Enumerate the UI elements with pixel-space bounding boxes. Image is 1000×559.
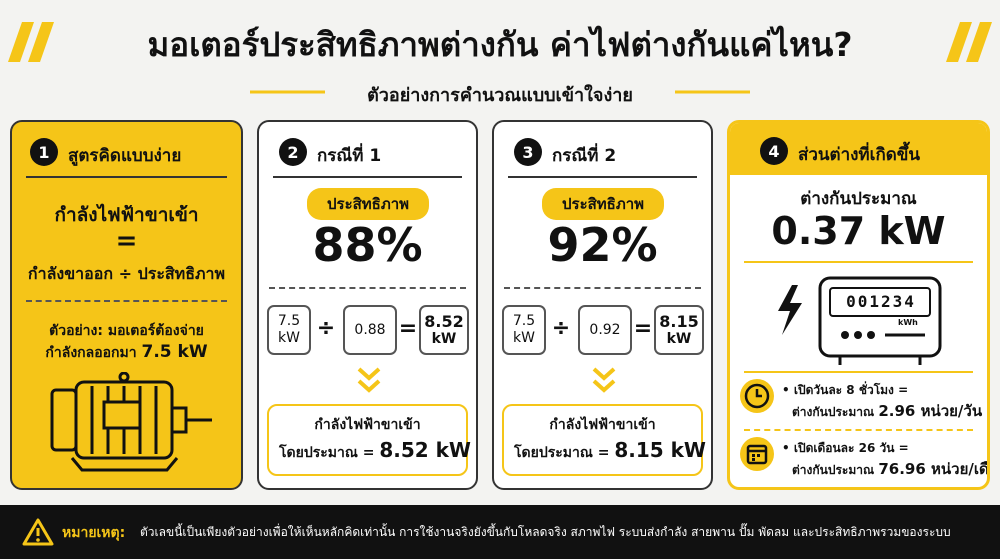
divider [269, 287, 466, 289]
divider [273, 176, 462, 178]
card-difference: 4 ส่วนต่างที่เกิดขึ้น ต่างกันประมาณ 0.37… [727, 120, 990, 490]
input: 8.52 [424, 312, 464, 331]
example-text: กำลังกลออกมา 7.5 kW [12, 342, 241, 364]
result-value: 8.52 kW [379, 438, 471, 462]
card-title: สูตรคิดแบบง่าย [68, 146, 182, 166]
meter-icon [778, 276, 942, 365]
divider [26, 176, 227, 178]
warning-icon [22, 518, 54, 546]
difference-value: 0.37 kW [771, 209, 946, 253]
card-title: กรณีที่ 1 [317, 146, 382, 166]
result-line: โดยประมาณ = 8.15 kW [514, 438, 706, 464]
step-number: 4 [760, 137, 788, 165]
motor-icon [50, 372, 212, 472]
item-value: 2.96 หน่วย/วัน [878, 402, 983, 420]
divider [504, 287, 701, 289]
operator: ÷ [551, 316, 571, 341]
calc-box: 0.92 [578, 305, 632, 355]
calc-box: 7.5 kW [267, 305, 311, 355]
card-title: กรณีที่ 2 [552, 146, 617, 166]
item-condition: เปิดเดือนละ 26 วัน = [793, 441, 909, 455]
unit: kW [278, 330, 300, 346]
result-box: กำลังไฟฟ้าขาเข้า โดยประมาณ = 8.15 kW [502, 404, 706, 476]
result-label: กำลังไฟฟ้าขาเข้า [314, 417, 421, 433]
footer-text: ตัวเลขนี้เป็นเพียงตัวอย่างเพื่อให้เห็นหล… [140, 525, 951, 539]
card-title: ส่วนต่างที่เกิดขึ้น [798, 145, 921, 165]
efficiency-value: 88% [312, 218, 423, 272]
result-prefix: โดยประมาณ = [279, 445, 375, 461]
meter-unit: kWh [898, 318, 918, 327]
formula-line: กำลังขาออก ÷ ประสิทธิภาพ [27, 264, 226, 283]
calc-box: 8.52 kW [419, 305, 469, 355]
example-text: กำลังกลออกมา [45, 345, 137, 361]
result-value: 8.15 kW [614, 438, 706, 462]
item-line: ต่างกันประมาณ 2.96 หน่วย/วัน [792, 399, 982, 423]
card-case: 3 กรณีที่ 2 ประสิทธิภาพ 92% 7.5 kW ÷ 0.92… [492, 120, 713, 490]
clock-icon [740, 379, 774, 413]
efficiency: 0.88 [354, 321, 386, 338]
title: มอเตอร์ประสิทธิภาพต่างกัน ค่าไฟต่างกันแค… [147, 25, 853, 64]
formula-line: กำลังไฟฟ้าขาเข้า [54, 204, 199, 226]
calc-box: 7.5 kW [502, 305, 546, 355]
meter-reading: 001234 [846, 292, 916, 311]
result-label: กำลังไฟฟ้าขาเข้า [549, 417, 656, 433]
card-case: 2 กรณีที่ 1 ประสิทธิภาพ 88% 7.5 kW ÷ 0.88… [257, 120, 478, 490]
card-formula: 1 สูตรคิดแบบง่าย กำลังไฟฟ้าขาเข้า = กำลั… [10, 120, 243, 490]
item-value: 76.96 หน่วย/เดือน [878, 460, 989, 478]
item-label: ต่างกันประมาณ [792, 405, 875, 419]
operator: = [398, 316, 418, 341]
unit: kW [513, 330, 535, 346]
divider [744, 261, 973, 263]
item-condition: เปิดวันละ 8 ชั่วโมง = [793, 383, 909, 397]
difference-label: ต่างกันประมาณ [800, 189, 917, 209]
header-decor [8, 22, 992, 94]
efficiency-value: 92% [547, 218, 658, 272]
divider [508, 176, 697, 178]
step-number: 2 [279, 138, 307, 166]
subtitle: ตัวอย่างการคำนวณแบบเข้าใจง่าย [367, 85, 633, 106]
input: 8.15 [659, 312, 699, 331]
step-number: 3 [514, 138, 542, 166]
item-condition: • เปิดเดือนละ 26 วัน = [782, 441, 909, 455]
result-prefix: โดยประมาณ = [514, 445, 610, 461]
step-number: 1 [30, 138, 58, 166]
formula-line: = [115, 226, 138, 256]
chevron [357, 367, 381, 393]
calc-box: 0.88 [343, 305, 397, 355]
output: 7.5 [512, 313, 536, 330]
calendar-icon [740, 437, 774, 471]
divider [744, 429, 973, 431]
divider [26, 300, 227, 302]
chevron [592, 367, 616, 393]
efficiency-badge: ประสิทธิภาพ [542, 188, 664, 220]
efficiency: 0.92 [589, 321, 621, 338]
item-line: ต่างกันประมาณ 76.96 หน่วย/เดือน [792, 457, 989, 481]
footer-label: หมายเหตุ: [62, 525, 126, 541]
item-condition: • เปิดวันละ 8 ชั่วโมง = [782, 383, 909, 397]
operator: ÷ [316, 316, 336, 341]
unit: kW [431, 331, 457, 348]
item-label: ต่างกันประมาณ [792, 463, 875, 477]
unit: kW [666, 331, 692, 348]
output: 7.5 [277, 313, 301, 330]
footer: หมายเหตุ: ตัวเลขนี้เป็นเพียงตัวอย่างเพื่… [0, 505, 1000, 559]
example-text: ตัวอย่าง: มอเตอร์ต้องจ่าย [49, 323, 204, 339]
divider [744, 371, 973, 373]
efficiency-badge: ประสิทธิภาพ [307, 188, 429, 220]
result-box: กำลังไฟฟ้าขาเข้า โดยประมาณ = 8.52 kW [267, 404, 471, 476]
operator: = [633, 316, 653, 341]
calc-box: 8.15 kW [654, 305, 704, 355]
result-line: โดยประมาณ = 8.52 kW [279, 438, 471, 464]
example-value: 7.5 kW [141, 342, 208, 362]
